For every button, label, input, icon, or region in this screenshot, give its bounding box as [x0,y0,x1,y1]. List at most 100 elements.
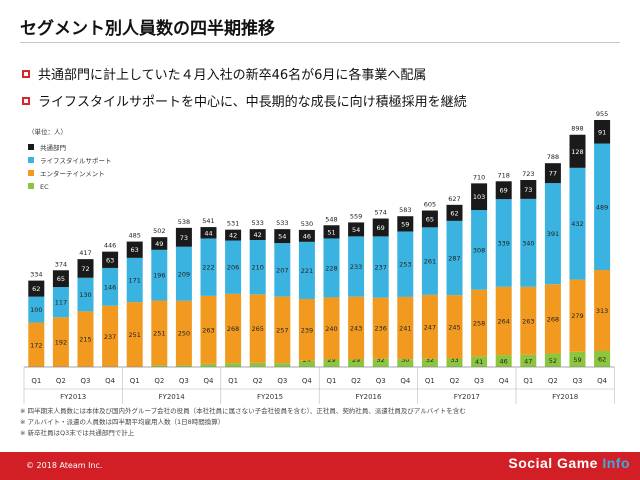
x-tick-label: Q2 [56,377,66,385]
bar-lifestyle [495,199,512,287]
x-tick-label: Q3 [376,377,386,385]
bar-lifestyle [249,240,266,295]
bar-common [77,259,94,278]
bar-total-label: 533 [251,219,263,227]
bar-lifestyle [397,231,414,297]
bar-lifestyle [421,227,438,295]
bullet-text-2: ライフスタイルサポートを中心に、中長期的な成長に向け積極採用を継続 [38,95,467,110]
x-tick-label: Q1 [31,377,41,385]
footnote-3: ※ 新卒社員はQ3末では共通部門で計上 [20,429,135,437]
bar-ec [421,358,438,367]
bar-common [520,180,537,199]
bar-common [421,210,438,228]
x-tick-label: Q2 [548,377,558,385]
bar-label-lifestyle: 489 [596,203,608,211]
bar-ec [397,359,414,367]
bar-entertainment [569,279,586,352]
bar-common [397,216,414,232]
bar-label-ec: 29 [352,356,360,364]
bar-lifestyle [544,183,561,285]
bar-ec [520,354,537,367]
bar-label-entertainment: 250 [178,330,190,338]
bar-ec [274,363,291,367]
page-title: セグメント別人員数の四半期推移 [20,19,275,39]
bar-label-common: 77 [549,170,557,178]
bar-total-label: 334 [30,271,42,279]
bar-common [126,241,143,258]
bar-total-label: 533 [276,219,288,227]
bar-total-label: 446 [104,242,116,250]
bar-lifestyle [569,167,586,280]
bar-ec [594,350,611,367]
bar-label-common: 42 [254,231,262,239]
x-tick-label: Q1 [523,377,533,385]
fy-label: FY2018 [552,393,578,401]
bar-label-entertainment: 268 [547,315,559,323]
bar-label-common: 54 [278,233,286,241]
bar-label-entertainment: 268 [227,325,239,333]
bar-entertainment [298,298,315,361]
bar-total-label: 374 [55,260,67,268]
bar-entertainment [544,284,561,354]
x-tick-label: Q2 [351,377,361,385]
bar-entertainment [151,300,168,366]
bar-lifestyle [225,240,242,294]
x-tick-label: Q4 [499,377,510,385]
x-tick-label: Q4 [400,377,411,385]
bar-common [102,251,119,268]
bar-label-entertainment: 192 [55,339,67,347]
bar-entertainment [520,286,537,355]
bar-label-lifestyle: 391 [547,230,559,238]
bar-total-label: 538 [178,218,190,226]
bar-entertainment [249,294,266,363]
legend-label-common: 共通部門 [40,143,66,152]
x-tick-label: Q3 [474,377,484,385]
bar-lifestyle [102,267,119,306]
bar-entertainment [397,296,414,360]
x-tick-label: Q1 [130,377,140,385]
bar-label-lifestyle: 130 [79,291,91,299]
bar-label-entertainment: 239 [301,326,313,334]
bar-total-label: 583 [399,206,411,214]
bar-total-label: 723 [522,170,534,178]
legend-swatch-entertainment [28,170,34,176]
bar-lifestyle [372,236,389,298]
legend-label-ec: EC [40,183,49,191]
bar-label-common: 69 [500,187,508,195]
bar-label-ec: 52 [549,357,557,365]
brand-text-a: Social Game [508,455,603,471]
footnote-2: ※ アルバイト・派遣の人員数は四半期平均雇用人数（1日8時間換算） [20,418,225,426]
bar-label-lifestyle: 210 [251,264,263,272]
fy-label: FY2015 [257,393,283,401]
bar-common [151,237,168,250]
bar-label-lifestyle: 237 [374,264,386,272]
bar-label-entertainment: 258 [473,320,485,328]
fy-label: FY2013 [60,393,86,401]
bar-label-common: 73 [524,186,532,194]
bar-label-lifestyle: 253 [399,261,411,269]
bar-entertainment [348,296,365,360]
bar-common [569,134,586,168]
bar-ec [569,351,586,367]
bar-entertainment [52,317,69,367]
bar-label-common: 69 [377,224,385,232]
legend-label-entertainment: エンターテインメント [40,169,105,178]
bar-label-lifestyle: 432 [571,220,583,228]
bar-label-common: 73 [180,234,188,242]
bar-label-entertainment: 247 [424,323,436,331]
bar-entertainment [102,305,119,367]
bar-label-entertainment: 237 [104,333,116,341]
bar-label-common: 63 [106,256,114,264]
bar-label-entertainment: 265 [251,325,263,333]
bar-ec [298,360,315,367]
bar-total-label: 485 [128,232,140,240]
bullet-point-2: ライフスタイルサポートを中心に、中長期的な成長に向け積極採用を継続 [22,91,467,110]
bar-ec [323,359,340,367]
bar-ec [446,358,463,367]
bar-lifestyle [200,238,217,296]
bar-label-lifestyle: 339 [497,239,509,247]
bar-label-ec: 59 [573,356,581,364]
bar-label-lifestyle: 287 [448,254,460,262]
bar-label-common: 128 [571,148,583,156]
bar-label-entertainment: 263 [202,326,214,334]
